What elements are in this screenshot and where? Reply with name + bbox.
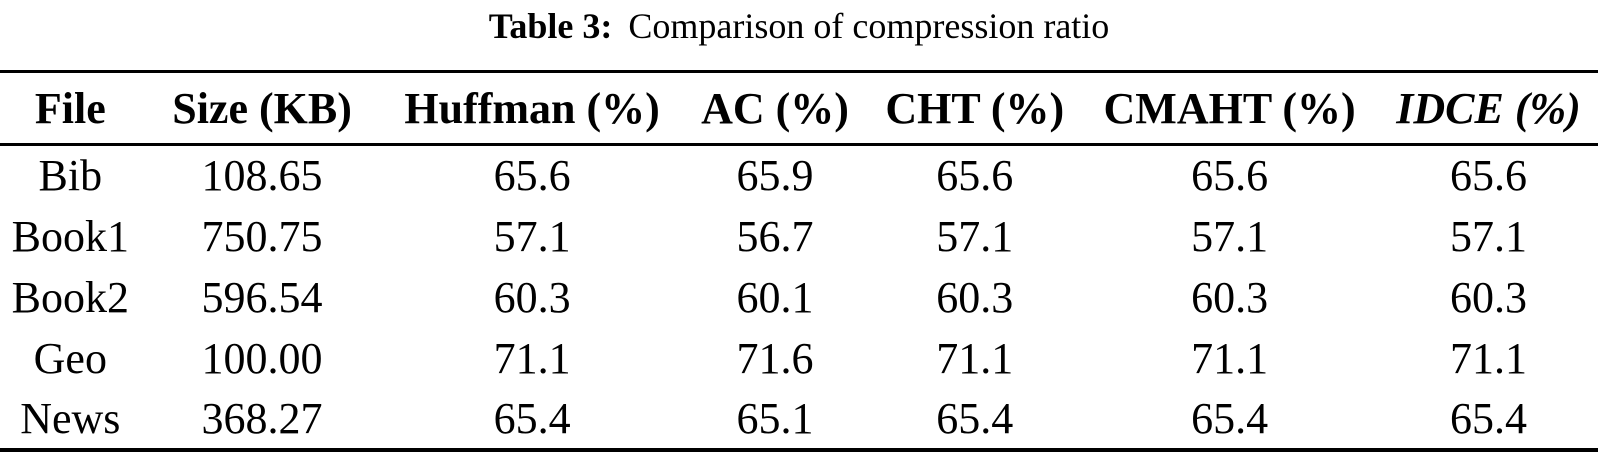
ac-cell: 71.6	[736, 333, 814, 383]
huffman-cell: 71.1	[493, 333, 571, 383]
table-caption: Table 3: Comparison of compression ratio	[0, 0, 1598, 70]
cmaht-cell: 57.1	[1191, 211, 1269, 261]
table-row-book1: Book1 750.75 57.1 56.7 57.1 57.1 57.1	[0, 206, 1598, 267]
file-cell: Book1	[11, 211, 129, 261]
size-cell: 750.75	[201, 211, 323, 261]
table-row-news: News 368.27 65.4 65.1 65.4 65.4 65.4	[0, 389, 1598, 450]
size-cell: 596.54	[201, 272, 323, 322]
idce-cell: 71.1	[1450, 333, 1527, 383]
table-row-book2: Book2 596.54 60.3 60.1 60.3 60.3 60.3	[0, 267, 1598, 328]
column-header-idce: IDCE (%)	[1379, 71, 1598, 146]
column-header-size: Size (KB)	[140, 71, 384, 146]
cmaht-cell: 60.3	[1191, 272, 1269, 322]
ac-cell: 60.1	[736, 272, 814, 322]
table-row-geo: Geo 100.00 71.1 71.6 71.1 71.1 71.1	[0, 328, 1598, 389]
size-cell: 368.27	[201, 393, 323, 443]
ac-cell: 65.9	[736, 151, 814, 201]
idce-cell: 65.6	[1450, 151, 1527, 201]
column-header-cmaht: CMAHT (%)	[1080, 71, 1380, 146]
table-caption-label: Table 3:	[488, 6, 613, 46]
size-cell: 108.65	[201, 151, 323, 201]
file-cell: Bib	[38, 151, 103, 201]
column-header-file: File	[0, 71, 141, 146]
file-cell: Geo	[33, 333, 107, 383]
cht-cell: 71.1	[936, 333, 1014, 383]
ac-cell: 56.7	[736, 211, 814, 261]
idce-cell: 57.1	[1450, 211, 1527, 261]
huffman-cell: 57.1	[493, 211, 571, 261]
ac-cell: 65.1	[736, 393, 814, 443]
huffman-cell: 60.3	[493, 272, 571, 322]
huffman-cell: 65.4	[493, 393, 571, 443]
column-header-huffman: Huffman (%)	[383, 71, 681, 146]
idce-cell: 60.3	[1450, 272, 1527, 322]
cht-cell: 65.6	[936, 151, 1014, 201]
size-cell: 100.00	[201, 333, 323, 383]
cht-cell: 57.1	[936, 211, 1014, 261]
cmaht-cell: 65.6	[1191, 151, 1269, 201]
idce-cell: 65.4	[1450, 393, 1527, 443]
cht-cell: 60.3	[936, 272, 1014, 322]
cmaht-cell: 65.4	[1191, 393, 1269, 443]
file-cell: Book2	[11, 272, 129, 322]
column-header-ac: AC (%)	[680, 71, 870, 146]
cht-cell: 65.4	[936, 393, 1014, 443]
table-caption-text: Comparison of compression ratio	[628, 6, 1110, 46]
file-cell: News	[20, 393, 121, 443]
header-row: File Size (KB) Huffman (%) AC (%) CHT (%…	[0, 71, 1598, 146]
huffman-cell: 65.6	[493, 151, 571, 201]
table-row-bib: Bib 108.65 65.6 65.9 65.6 65.6 65.6	[0, 145, 1598, 206]
cmaht-cell: 71.1	[1191, 333, 1269, 383]
column-header-cht: CHT (%)	[869, 71, 1081, 146]
compression-ratio-table: File Size (KB) Huffman (%) AC (%) CHT (%…	[0, 70, 1598, 452]
